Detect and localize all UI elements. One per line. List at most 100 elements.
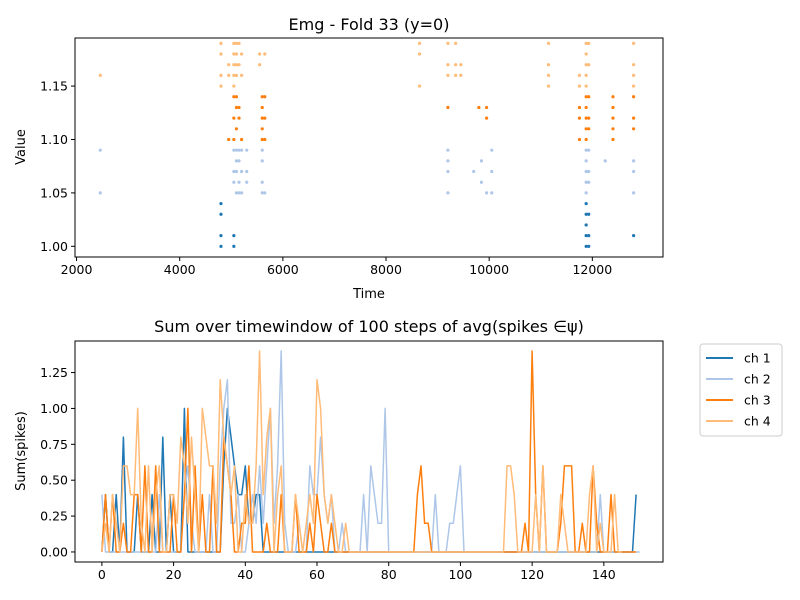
y-tick-label: 1.00 — [40, 401, 68, 416]
scatter-point — [446, 159, 450, 163]
scatter-point — [232, 52, 236, 56]
scatter-point — [227, 73, 231, 77]
scatter-point — [584, 116, 588, 120]
x-tick-label: 2000 — [61, 262, 93, 277]
scatter-point — [260, 127, 264, 131]
scatter-point — [234, 63, 239, 67]
line-axes: Sum over timewindow of 100 steps of avg(… — [14, 317, 664, 582]
scatter-point — [546, 63, 551, 67]
scatter-point — [584, 159, 588, 163]
scatter-point — [219, 41, 223, 45]
scatter-point — [446, 148, 450, 152]
scatter-point — [546, 84, 551, 88]
scatter-point — [234, 73, 239, 77]
scatter-point — [584, 212, 588, 216]
scatter-point — [584, 137, 588, 142]
scatter-point — [584, 148, 588, 152]
scatter-point — [263, 191, 267, 195]
legend-label: ch 1 — [744, 351, 771, 366]
scatter-point — [584, 223, 588, 227]
y-tick-label: 1.15 — [40, 79, 68, 94]
y-tick-label: 0.25 — [40, 509, 68, 524]
scatter-point — [479, 180, 484, 184]
scatter-point — [232, 41, 236, 45]
scatter-point — [417, 84, 422, 88]
scatter-point — [227, 137, 231, 142]
scatter-point — [237, 105, 241, 110]
y-tick-label: 1.05 — [40, 185, 68, 200]
scatter-point — [446, 63, 450, 67]
scatter-point — [260, 148, 264, 152]
scatter-point — [584, 244, 588, 248]
scatter-point — [632, 159, 636, 163]
scatter-point — [584, 63, 588, 67]
x-tick-label: 10000 — [469, 262, 509, 277]
scatter-point — [459, 73, 463, 77]
scatter-point — [584, 180, 588, 184]
scatter-point — [245, 180, 249, 184]
x-tick-label: 100 — [448, 567, 472, 582]
scatter-point — [446, 169, 450, 174]
scatter-point — [632, 234, 636, 238]
scatter-point — [234, 159, 239, 163]
scatter-point — [459, 63, 463, 67]
scatter-point — [454, 73, 458, 77]
scatter-point — [485, 191, 489, 195]
scatter-point — [603, 159, 607, 163]
x-tick-label: 6000 — [267, 262, 299, 277]
scatter-point — [232, 244, 236, 248]
scatter-point — [577, 73, 582, 77]
scatter-point — [584, 52, 588, 56]
legend-label: ch 2 — [744, 372, 771, 387]
scatter-point — [260, 137, 264, 142]
x-tick-label: 80 — [381, 567, 397, 582]
scatter-point — [587, 148, 591, 152]
scatter-point — [234, 95, 239, 99]
scatter-point — [584, 73, 588, 77]
scatter-point — [260, 180, 264, 184]
scatter-point — [260, 116, 264, 120]
scatter-point — [234, 52, 239, 56]
scatter-point — [587, 169, 591, 174]
scatter-point — [632, 63, 636, 67]
scatter-point — [219, 73, 223, 77]
scatter-point — [234, 41, 239, 45]
scatter-point — [490, 191, 494, 195]
scatter-point — [546, 41, 551, 45]
scatter-xlabel: Time — [352, 287, 385, 302]
scatter-point — [263, 116, 267, 120]
y-tick-label: 0.00 — [40, 544, 68, 559]
scatter-point — [237, 116, 241, 120]
scatter-point — [632, 41, 636, 45]
scatter-point — [446, 73, 450, 77]
x-tick-label: 140 — [592, 567, 616, 582]
scatter-ylabel: Value — [14, 129, 29, 165]
scatter-point — [587, 116, 591, 120]
scatter-point — [587, 41, 591, 45]
x-tick-label: 40 — [237, 567, 253, 582]
scatter-point — [260, 191, 264, 195]
scatter-point — [263, 52, 267, 56]
scatter-point — [232, 95, 236, 99]
scatter-point — [98, 148, 102, 152]
scatter-point — [584, 191, 588, 195]
scatter-point — [611, 105, 615, 110]
scatter-point — [234, 105, 239, 110]
scatter-point — [234, 148, 239, 152]
scatter-point — [232, 137, 236, 142]
scatter-point — [245, 148, 249, 152]
scatter-point — [234, 169, 239, 174]
scatter-point — [446, 191, 450, 195]
scatter-point — [240, 73, 244, 77]
scatter-point — [240, 169, 244, 174]
scatter-point — [611, 116, 615, 120]
scatter-point — [584, 84, 588, 88]
scatter-point — [584, 41, 588, 45]
scatter-point — [240, 52, 244, 56]
scatter-point — [219, 201, 223, 206]
scatter-point — [587, 234, 591, 238]
scatter-point — [577, 84, 582, 88]
scatter-point — [234, 191, 239, 195]
scatter-point — [587, 180, 591, 184]
y-tick-label: 1.25 — [40, 365, 68, 380]
